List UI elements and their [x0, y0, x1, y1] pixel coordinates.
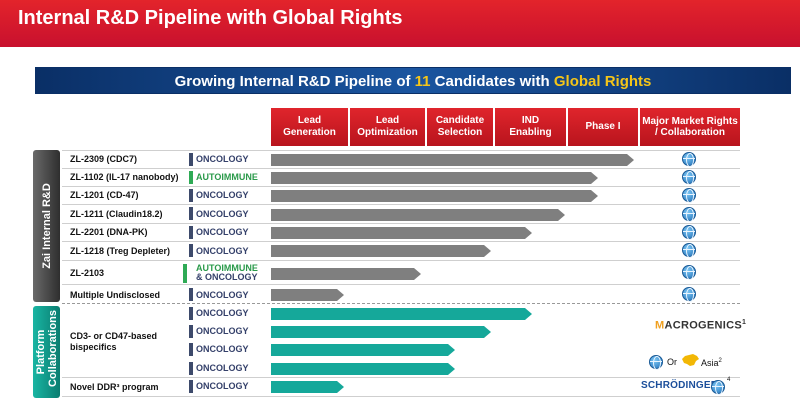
drug-name-ddr-program: Novel DDR³ program — [70, 382, 159, 392]
schrodinger-logo: SCHRÖDINGER. — [641, 380, 722, 391]
globe-icon — [682, 287, 696, 302]
page-title: Internal R&D Pipeline with Global Rights — [18, 7, 403, 29]
row-divider — [62, 204, 740, 205]
phase-header-phase-1: Phase I — [568, 108, 638, 146]
progress-bar — [271, 308, 532, 320]
area-label: ONCOLOGY — [196, 154, 249, 164]
or-text: Or — [667, 357, 677, 367]
row-divider — [62, 396, 740, 397]
asia-text: Asia — [701, 358, 719, 368]
rights-header: Major Market Rights / Collaboration — [640, 108, 740, 146]
globe-icon — [682, 225, 696, 240]
area-marker — [189, 343, 193, 356]
progress-bar — [271, 190, 598, 202]
progress-bar — [271, 289, 344, 301]
phase-header-lead-optimization: Lead Optimization — [350, 108, 425, 146]
platform-collaborations-label: Platform Collaborations — [34, 309, 59, 387]
row-divider — [62, 186, 740, 187]
row-divider — [62, 377, 740, 378]
drug-name-zl-1218: ZL-1218 (Treg Depleter) — [70, 246, 171, 256]
area-marker — [189, 380, 193, 393]
area-label: ONCOLOGY — [196, 381, 249, 391]
drug-name-zl-2309: ZL-2309 (CDC7) — [70, 154, 138, 164]
globe-icon — [682, 207, 696, 222]
area-label: AUTOIMMUNE — [196, 172, 258, 182]
macrogenics-m: M — [655, 319, 665, 332]
area-marker — [189, 362, 193, 375]
macrogenics-text: ACROGENICS — [664, 319, 743, 332]
area-label: ONCOLOGY — [196, 326, 249, 336]
progress-bar — [271, 209, 565, 221]
china-map-icon — [682, 354, 699, 366]
banner-highlight: Global Rights — [553, 73, 652, 90]
banner-middle: Candidates with — [430, 73, 554, 90]
globe-icon — [649, 355, 663, 370]
macrogenics-logo: MACROGENICS1 — [655, 319, 746, 332]
area-label: AUTOIMMUNE — [196, 263, 258, 273]
progress-bar — [271, 172, 598, 184]
asia-footnote: 2 — [718, 358, 722, 364]
macrogenics-footnote: 1 — [742, 319, 747, 326]
area-marker — [183, 264, 187, 283]
area-label: & ONCOLOGY — [196, 272, 258, 282]
row-divider — [62, 241, 740, 242]
drug-name-bispecifics: CD3- or CD47-based bispecifics — [70, 331, 158, 352]
progress-bar — [271, 268, 421, 280]
area-label: ONCOLOGY — [196, 363, 249, 373]
drug-name-zl-2201: ZL-2201 (DNA-PK) — [70, 227, 148, 237]
internal-rd-label: Zai Internal R&D — [40, 183, 53, 269]
area-marker — [189, 307, 193, 320]
area-marker — [189, 189, 193, 202]
drug-name-zl-1102: ZL-1102 (IL-17 nanobody) — [70, 172, 179, 182]
globe-icon — [682, 188, 696, 203]
progress-bar — [271, 381, 344, 393]
asia-label: Asia2 — [701, 358, 722, 368]
banner-prefix: Growing Internal R&D Pipeline of — [174, 73, 415, 90]
drug-name-multiple-undisclosed: Multiple Undisclosed — [70, 290, 161, 300]
globe-icon — [682, 243, 696, 258]
area-label: ONCOLOGY — [196, 290, 249, 300]
header-bar: Internal R&D Pipeline with Global Rights — [0, 0, 800, 47]
phase-header-ind-enabling: IND Enabling — [495, 108, 566, 146]
banner: Growing Internal R&D Pipeline of 11 Cand… — [35, 67, 791, 94]
area-label: ONCOLOGY — [196, 344, 249, 354]
progress-bar — [271, 154, 634, 166]
banner-count: 11 — [414, 73, 431, 90]
row-divider — [62, 284, 740, 285]
area-marker — [189, 288, 193, 301]
platform-collaborations-sidebar: Platform Collaborations — [33, 306, 60, 398]
area-marker — [189, 244, 193, 257]
drug-name-zl-1201: ZL-1201 (CD-47) — [70, 190, 139, 200]
phase-header-candidate-selection: Candidate Selection — [427, 108, 493, 146]
row-divider — [62, 223, 740, 224]
globe-icon — [682, 170, 696, 185]
area-label: ONCOLOGY — [196, 190, 249, 200]
progress-bar — [271, 326, 491, 338]
row-divider — [62, 168, 740, 169]
progress-bar — [271, 227, 532, 239]
phase-header-lead-generation: Lead Generation — [271, 108, 348, 146]
area-marker — [189, 325, 193, 338]
row-divider — [62, 150, 740, 151]
globe-icon — [711, 380, 725, 395]
globe-icon — [682, 152, 696, 167]
area-marker — [189, 153, 193, 166]
progress-bar — [271, 363, 455, 375]
area-marker — [189, 171, 193, 184]
drug-name-zl-2103: ZL-2103 — [70, 268, 105, 278]
area-label: ONCOLOGY — [196, 246, 249, 256]
area-label: ONCOLOGY — [196, 227, 249, 237]
drug-name-zl-1211: ZL-1211 (Claudin18.2) — [70, 209, 163, 219]
internal-rd-sidebar: Zai Internal R&D — [33, 150, 60, 302]
schrodinger-footnote: 4 — [727, 377, 731, 383]
progress-bar — [271, 344, 455, 356]
progress-bar — [271, 245, 491, 257]
row-divider — [62, 260, 740, 261]
area-label: ONCOLOGY — [196, 209, 249, 219]
section-divider — [62, 303, 740, 304]
area-marker — [189, 207, 193, 220]
area-marker — [189, 226, 193, 239]
globe-icon — [682, 265, 696, 280]
area-label: ONCOLOGY — [196, 308, 249, 318]
